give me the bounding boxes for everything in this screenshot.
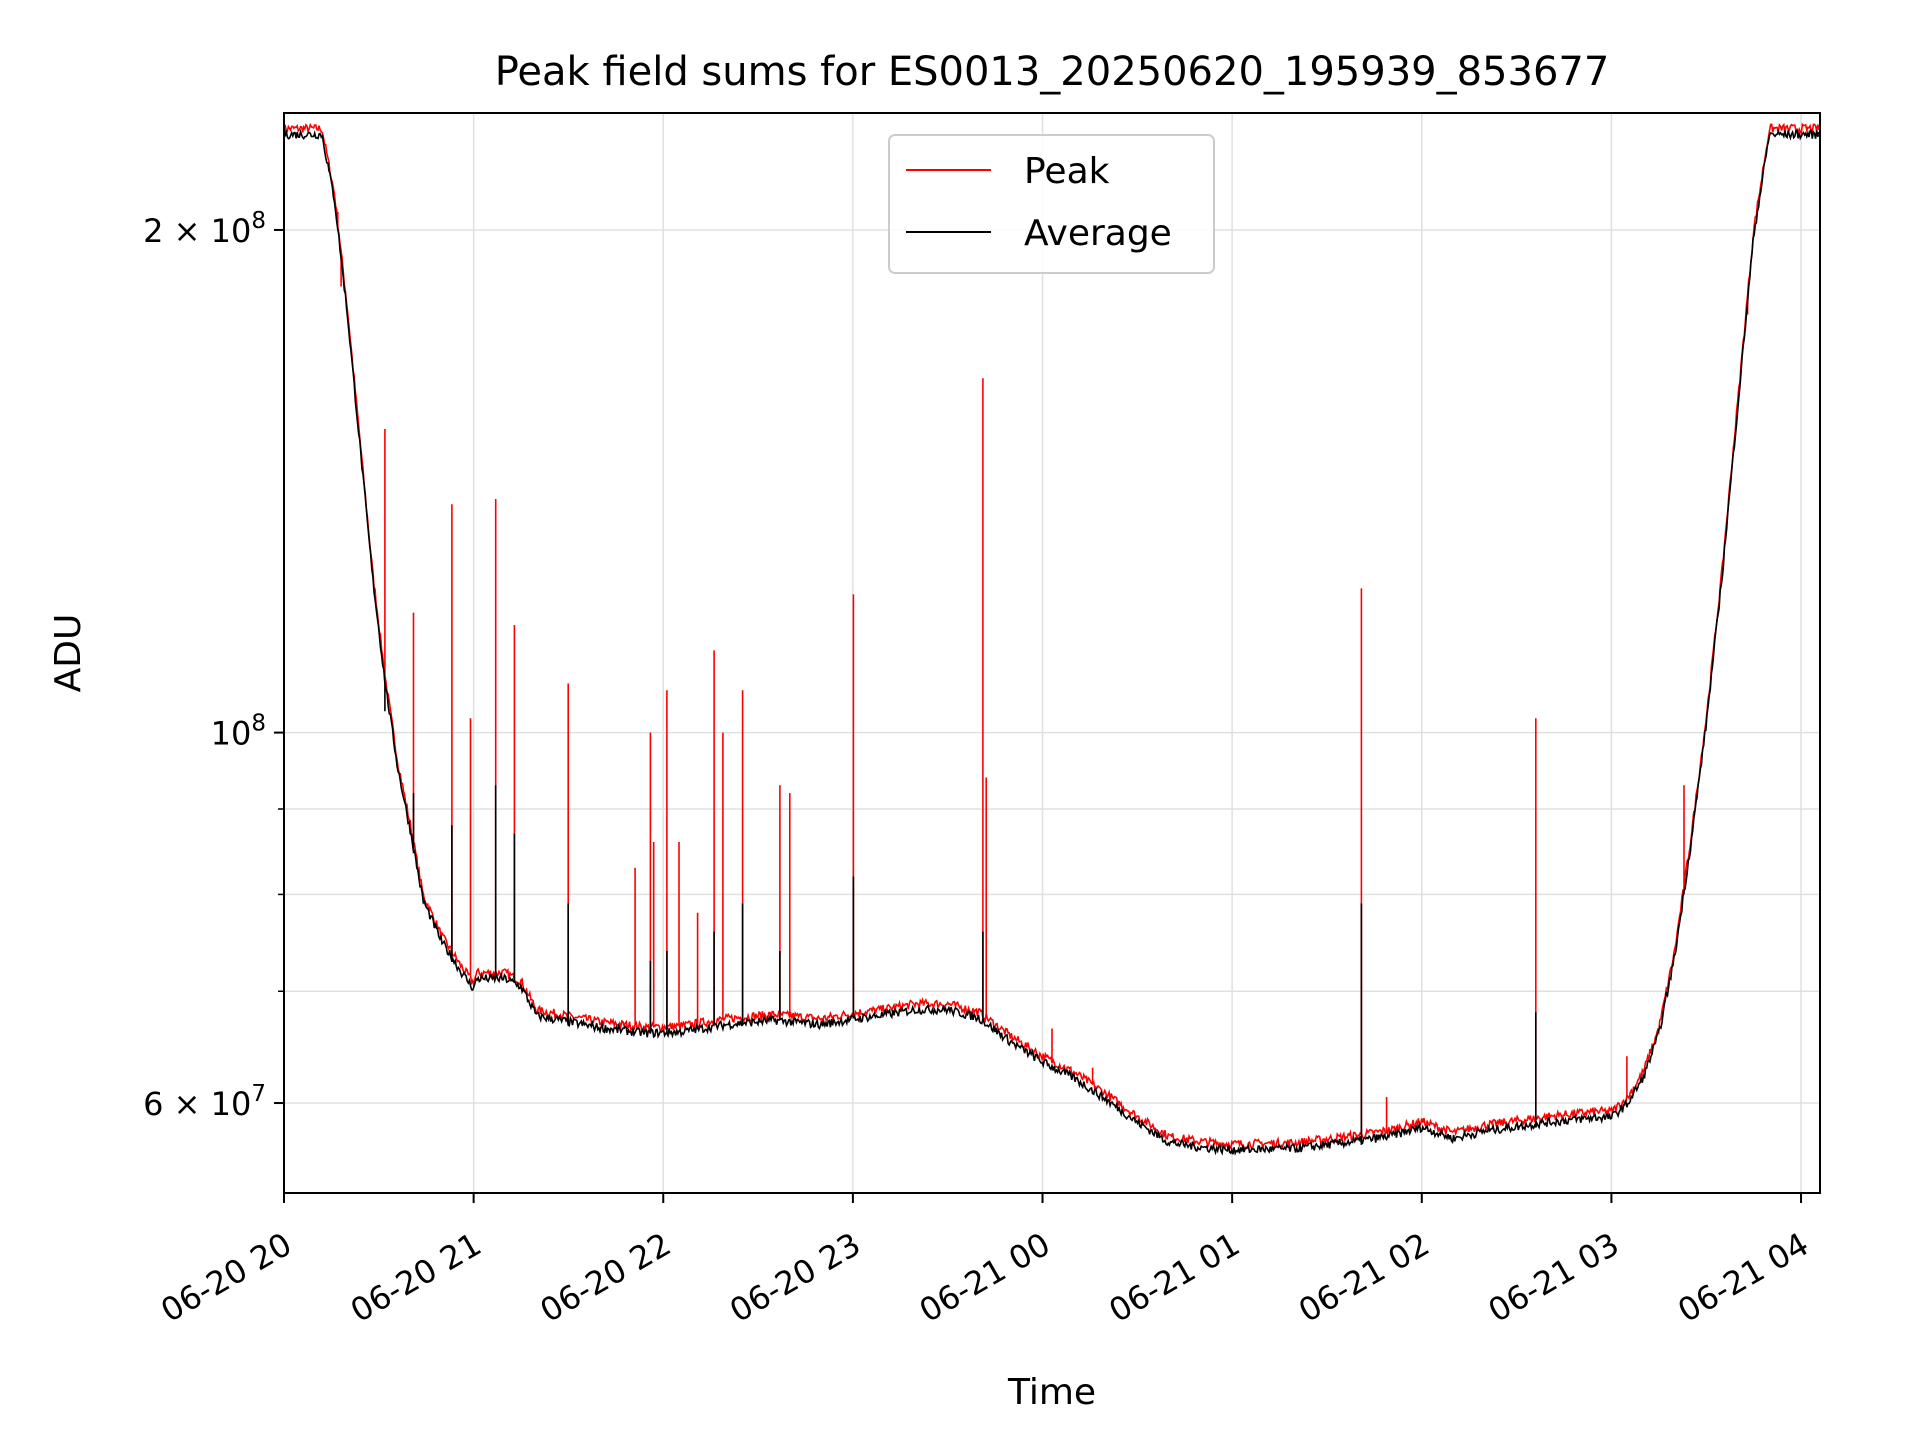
x-tick-label: 06-21 04: [1671, 1225, 1815, 1330]
x-tick-label: 06-21 00: [913, 1225, 1057, 1330]
x-tick-label: 06-21 02: [1292, 1225, 1436, 1330]
plot-frame: [283, 112, 1821, 1194]
y-tick-label: 2 × 108: [143, 208, 266, 250]
y-axis: 6 × 107 108 2 × 108: [143, 208, 284, 1123]
x-tick-label: 06-20 21: [344, 1225, 488, 1330]
y-tick-label: 6 × 107: [143, 1081, 266, 1123]
series-line-average: [283, 128, 1821, 1156]
x-tick-label: 06-21 01: [1103, 1225, 1247, 1330]
grid-lines: [283, 113, 1820, 1193]
chart-title: Peak field sums for ES0013_20250620_1959…: [495, 49, 1610, 95]
x-axis: 06-20 20 06-20 21 06-20 22 06-20 23 06-21 00…: [154, 1193, 1815, 1330]
x-tick-label: 06-20 20: [154, 1225, 298, 1330]
x-tick-label: 06-20 23: [723, 1225, 867, 1330]
y-tick-label: 108: [211, 711, 266, 753]
legend-label-average: Average: [1024, 213, 1172, 254]
x-tick-label: 06-20 22: [534, 1225, 678, 1330]
x-tick-label: 06-21 03: [1482, 1225, 1626, 1330]
series-line-peak: [283, 122, 1821, 1150]
y-axis-label: ADU: [48, 614, 89, 693]
legend-label-peak: Peak: [1024, 151, 1110, 192]
x-axis-label: Time: [1007, 1372, 1096, 1413]
legend: Peak Average: [888, 134, 1215, 274]
series-layer: [283, 122, 1821, 1156]
